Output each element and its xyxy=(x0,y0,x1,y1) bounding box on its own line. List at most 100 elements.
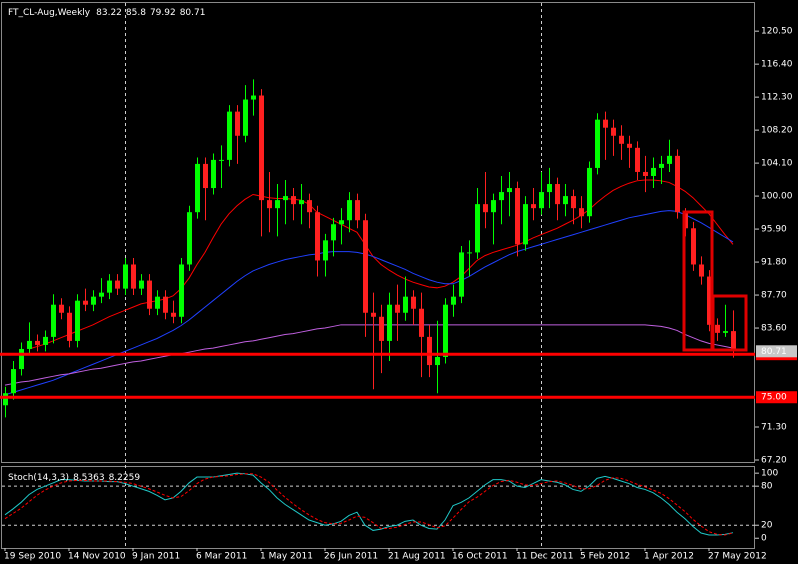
x-tick-label: 26 Jun 2011 xyxy=(324,552,378,562)
indicator-name: Stoch(14,3,3) xyxy=(8,473,69,483)
candle-body xyxy=(667,155,672,164)
level-label: 75.00 xyxy=(761,393,787,403)
candle-body xyxy=(563,196,568,205)
candle-body xyxy=(611,127,616,136)
candle-body xyxy=(27,340,32,349)
x-tick-label: 27 May 2012 xyxy=(708,552,767,562)
candle-body xyxy=(299,200,304,205)
candle-body xyxy=(115,280,120,289)
candle-body xyxy=(83,300,88,305)
candle-body xyxy=(499,192,504,201)
candle-body xyxy=(355,200,360,221)
y-tick-label: 20 xyxy=(761,521,773,531)
symbol: FT_CL-Aug,Weekly xyxy=(8,8,91,18)
candle-body xyxy=(659,163,664,168)
stoch-title: Stoch(14,3,3) 8.5363 8.2259 xyxy=(8,473,140,483)
candle-body xyxy=(715,324,720,333)
y-tick-label: 100 xyxy=(761,469,778,479)
candle-body xyxy=(259,95,264,201)
candle-body xyxy=(323,240,328,261)
candle-body xyxy=(267,200,272,209)
candle-body xyxy=(275,200,280,209)
candle-body xyxy=(227,111,232,160)
main-panel-frame xyxy=(1,2,755,463)
y-tick-label: 87.70 xyxy=(761,291,787,301)
candle-body xyxy=(251,95,256,100)
candle-body xyxy=(147,280,152,309)
candle-body xyxy=(3,393,8,406)
candle-body xyxy=(291,196,296,205)
candle-body xyxy=(555,184,560,205)
candle-body xyxy=(523,204,528,245)
y-tick-label: 67.20 xyxy=(761,455,787,465)
candle-body xyxy=(387,304,392,341)
price-label-box xyxy=(756,345,797,358)
x-tick-label: 11 Dec 2011 xyxy=(516,552,574,562)
candle-body xyxy=(707,276,712,325)
candle-body xyxy=(539,192,544,209)
moving-average xyxy=(4,324,734,386)
candle-body xyxy=(35,340,40,345)
candle-body xyxy=(507,188,512,193)
candle-body xyxy=(627,143,632,148)
candle-body xyxy=(67,312,72,341)
open-value: 83.22 xyxy=(96,8,122,18)
candle-body xyxy=(395,304,400,313)
y-tick-label: 91.80 xyxy=(761,258,787,268)
marks: 120.50 116.40 112.30 108.20 104.10 100.00 95.9… xyxy=(0,27,797,562)
candle-body xyxy=(427,336,432,366)
candle-body xyxy=(579,208,584,217)
high-value: 85.8 xyxy=(126,8,146,18)
y-tick-label: 80 xyxy=(761,482,773,492)
candle-body xyxy=(43,336,48,345)
candle-body xyxy=(243,99,248,136)
candle-body xyxy=(619,135,624,144)
candle-body xyxy=(411,296,416,309)
highlight-box xyxy=(711,294,748,352)
x-tick-label: 1 Apr 2012 xyxy=(644,552,694,562)
y-tick-label: 71.30 xyxy=(761,423,787,433)
candle-body xyxy=(467,252,472,254)
close-value: 80.71 xyxy=(180,8,206,18)
candle-body xyxy=(675,155,680,213)
x-tick-label: 1 May 2011 xyxy=(260,552,313,562)
candle-body xyxy=(179,264,184,317)
candle-body xyxy=(307,200,312,213)
candle-body xyxy=(187,212,192,265)
moving-average xyxy=(28,179,734,350)
candle-body xyxy=(571,196,576,209)
candle-body xyxy=(139,280,144,289)
candle-body xyxy=(123,264,128,289)
candle-body xyxy=(235,111,240,136)
candle-body xyxy=(635,147,640,172)
candle-body xyxy=(163,296,168,313)
candle-body xyxy=(731,331,736,352)
candle-body xyxy=(371,312,376,317)
candle-body xyxy=(339,220,344,225)
candle-body xyxy=(419,308,424,337)
candle-body xyxy=(531,204,536,209)
candle-body xyxy=(435,357,440,366)
candle-body xyxy=(171,312,176,317)
x-tick-label: 16 Oct 2011 xyxy=(452,552,508,562)
stoch-line xyxy=(4,473,734,536)
candle-body xyxy=(643,171,648,176)
candle-body xyxy=(459,252,464,297)
y-tick-label: 112.30 xyxy=(761,93,793,103)
y-tick-label: 0 xyxy=(761,534,767,544)
candle-body xyxy=(483,204,488,213)
candle-body xyxy=(587,167,592,217)
candle-body xyxy=(547,184,552,193)
candle-body xyxy=(595,119,600,168)
x-tick-label: 14 Nov 2010 xyxy=(68,552,126,562)
candle-body xyxy=(155,296,160,309)
candle-body xyxy=(515,188,520,245)
candle-body xyxy=(347,200,352,221)
candle-body xyxy=(131,264,136,289)
y-tick-label: 100.00 xyxy=(761,192,793,202)
stoch-main-value: 8.5363 xyxy=(73,473,105,483)
candle-body xyxy=(443,304,448,358)
candle-body xyxy=(691,228,696,265)
